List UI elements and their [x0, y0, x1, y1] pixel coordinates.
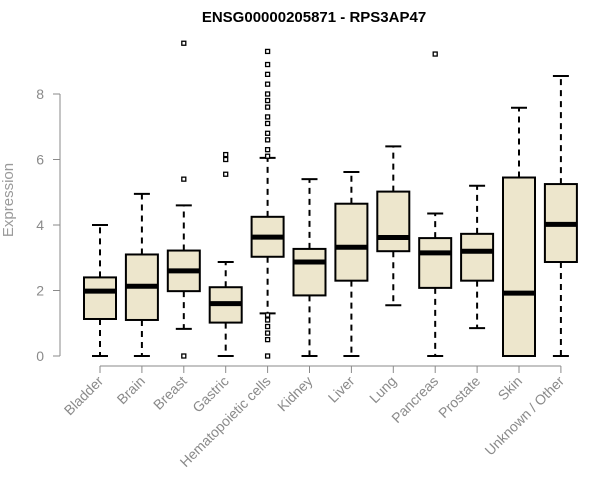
x-tick-label: Bladder — [61, 373, 107, 419]
box-gastric — [208, 151, 243, 357]
outlier-point — [264, 312, 271, 318]
boxes — [83, 40, 578, 359]
outlier-point — [264, 120, 271, 127]
box-liver — [334, 170, 369, 357]
outlier-point — [181, 40, 187, 46]
x-tick-label: Liver — [325, 373, 358, 406]
outlier-point — [223, 156, 229, 163]
y-tick-label: 8 — [36, 86, 44, 102]
iqr-box — [418, 237, 453, 289]
box-lung — [376, 145, 411, 307]
box-bladder — [83, 224, 117, 357]
y-tick-label: 2 — [36, 283, 44, 299]
x-tick-label: Kidney — [274, 373, 316, 415]
x-tick-label: Breast — [150, 373, 190, 413]
box-breast — [166, 40, 201, 359]
outlier-point — [223, 151, 229, 158]
y-tick-label: 0 — [36, 348, 44, 364]
y-tick-label: 6 — [36, 152, 44, 168]
outlier-point — [264, 81, 271, 87]
outlier-point — [264, 353, 271, 359]
iqr-box — [334, 202, 369, 282]
outlier-point — [264, 91, 271, 97]
chart-title: ENSG00000205871 - RPS3AP47 — [202, 9, 426, 26]
box-hematopoietic-cells — [250, 48, 285, 359]
outlier-point — [223, 171, 229, 177]
outlier-point — [264, 130, 271, 136]
outlier-point — [264, 137, 271, 143]
x-tick-label: Unknown / Other — [481, 373, 567, 459]
outlier-point — [264, 71, 271, 77]
outlier-point — [264, 48, 271, 55]
outlier-point — [264, 61, 271, 68]
y-axis: 0 2 4 6 8 — [36, 86, 61, 364]
outlier-point — [264, 323, 271, 330]
outlier-point — [264, 336, 271, 343]
outlier-point — [264, 317, 271, 323]
iqr-box — [83, 276, 117, 320]
box-prostate — [460, 184, 495, 330]
x-tick-label: Lung — [366, 373, 399, 406]
y-axis-label: Expression — [0, 163, 17, 237]
iqr-box — [502, 176, 536, 357]
iqr-box — [460, 232, 495, 282]
outlier-point — [264, 97, 271, 104]
outlier-point — [264, 104, 271, 110]
outlier-point — [432, 51, 438, 57]
x-tick-label: Pancreas — [388, 373, 441, 426]
box-unknown-other — [543, 74, 578, 357]
outlier-point — [264, 330, 271, 336]
x-tick-label: Prostate — [435, 373, 483, 421]
outlier-point — [264, 114, 271, 120]
outlier-point — [264, 153, 271, 159]
box-brain — [124, 192, 159, 357]
y-tick-label: 4 — [36, 217, 44, 233]
outlier-point — [181, 176, 187, 182]
box-skin — [502, 106, 536, 357]
box-kidney — [292, 178, 327, 357]
box-pancreas — [418, 51, 453, 357]
iqr-box — [376, 190, 411, 253]
x-tick-label: Skin — [495, 373, 526, 404]
outlier-point — [264, 147, 271, 153]
x-tick-label: Brain — [114, 373, 148, 407]
iqr-box — [292, 247, 327, 297]
outlier-point — [181, 353, 187, 359]
